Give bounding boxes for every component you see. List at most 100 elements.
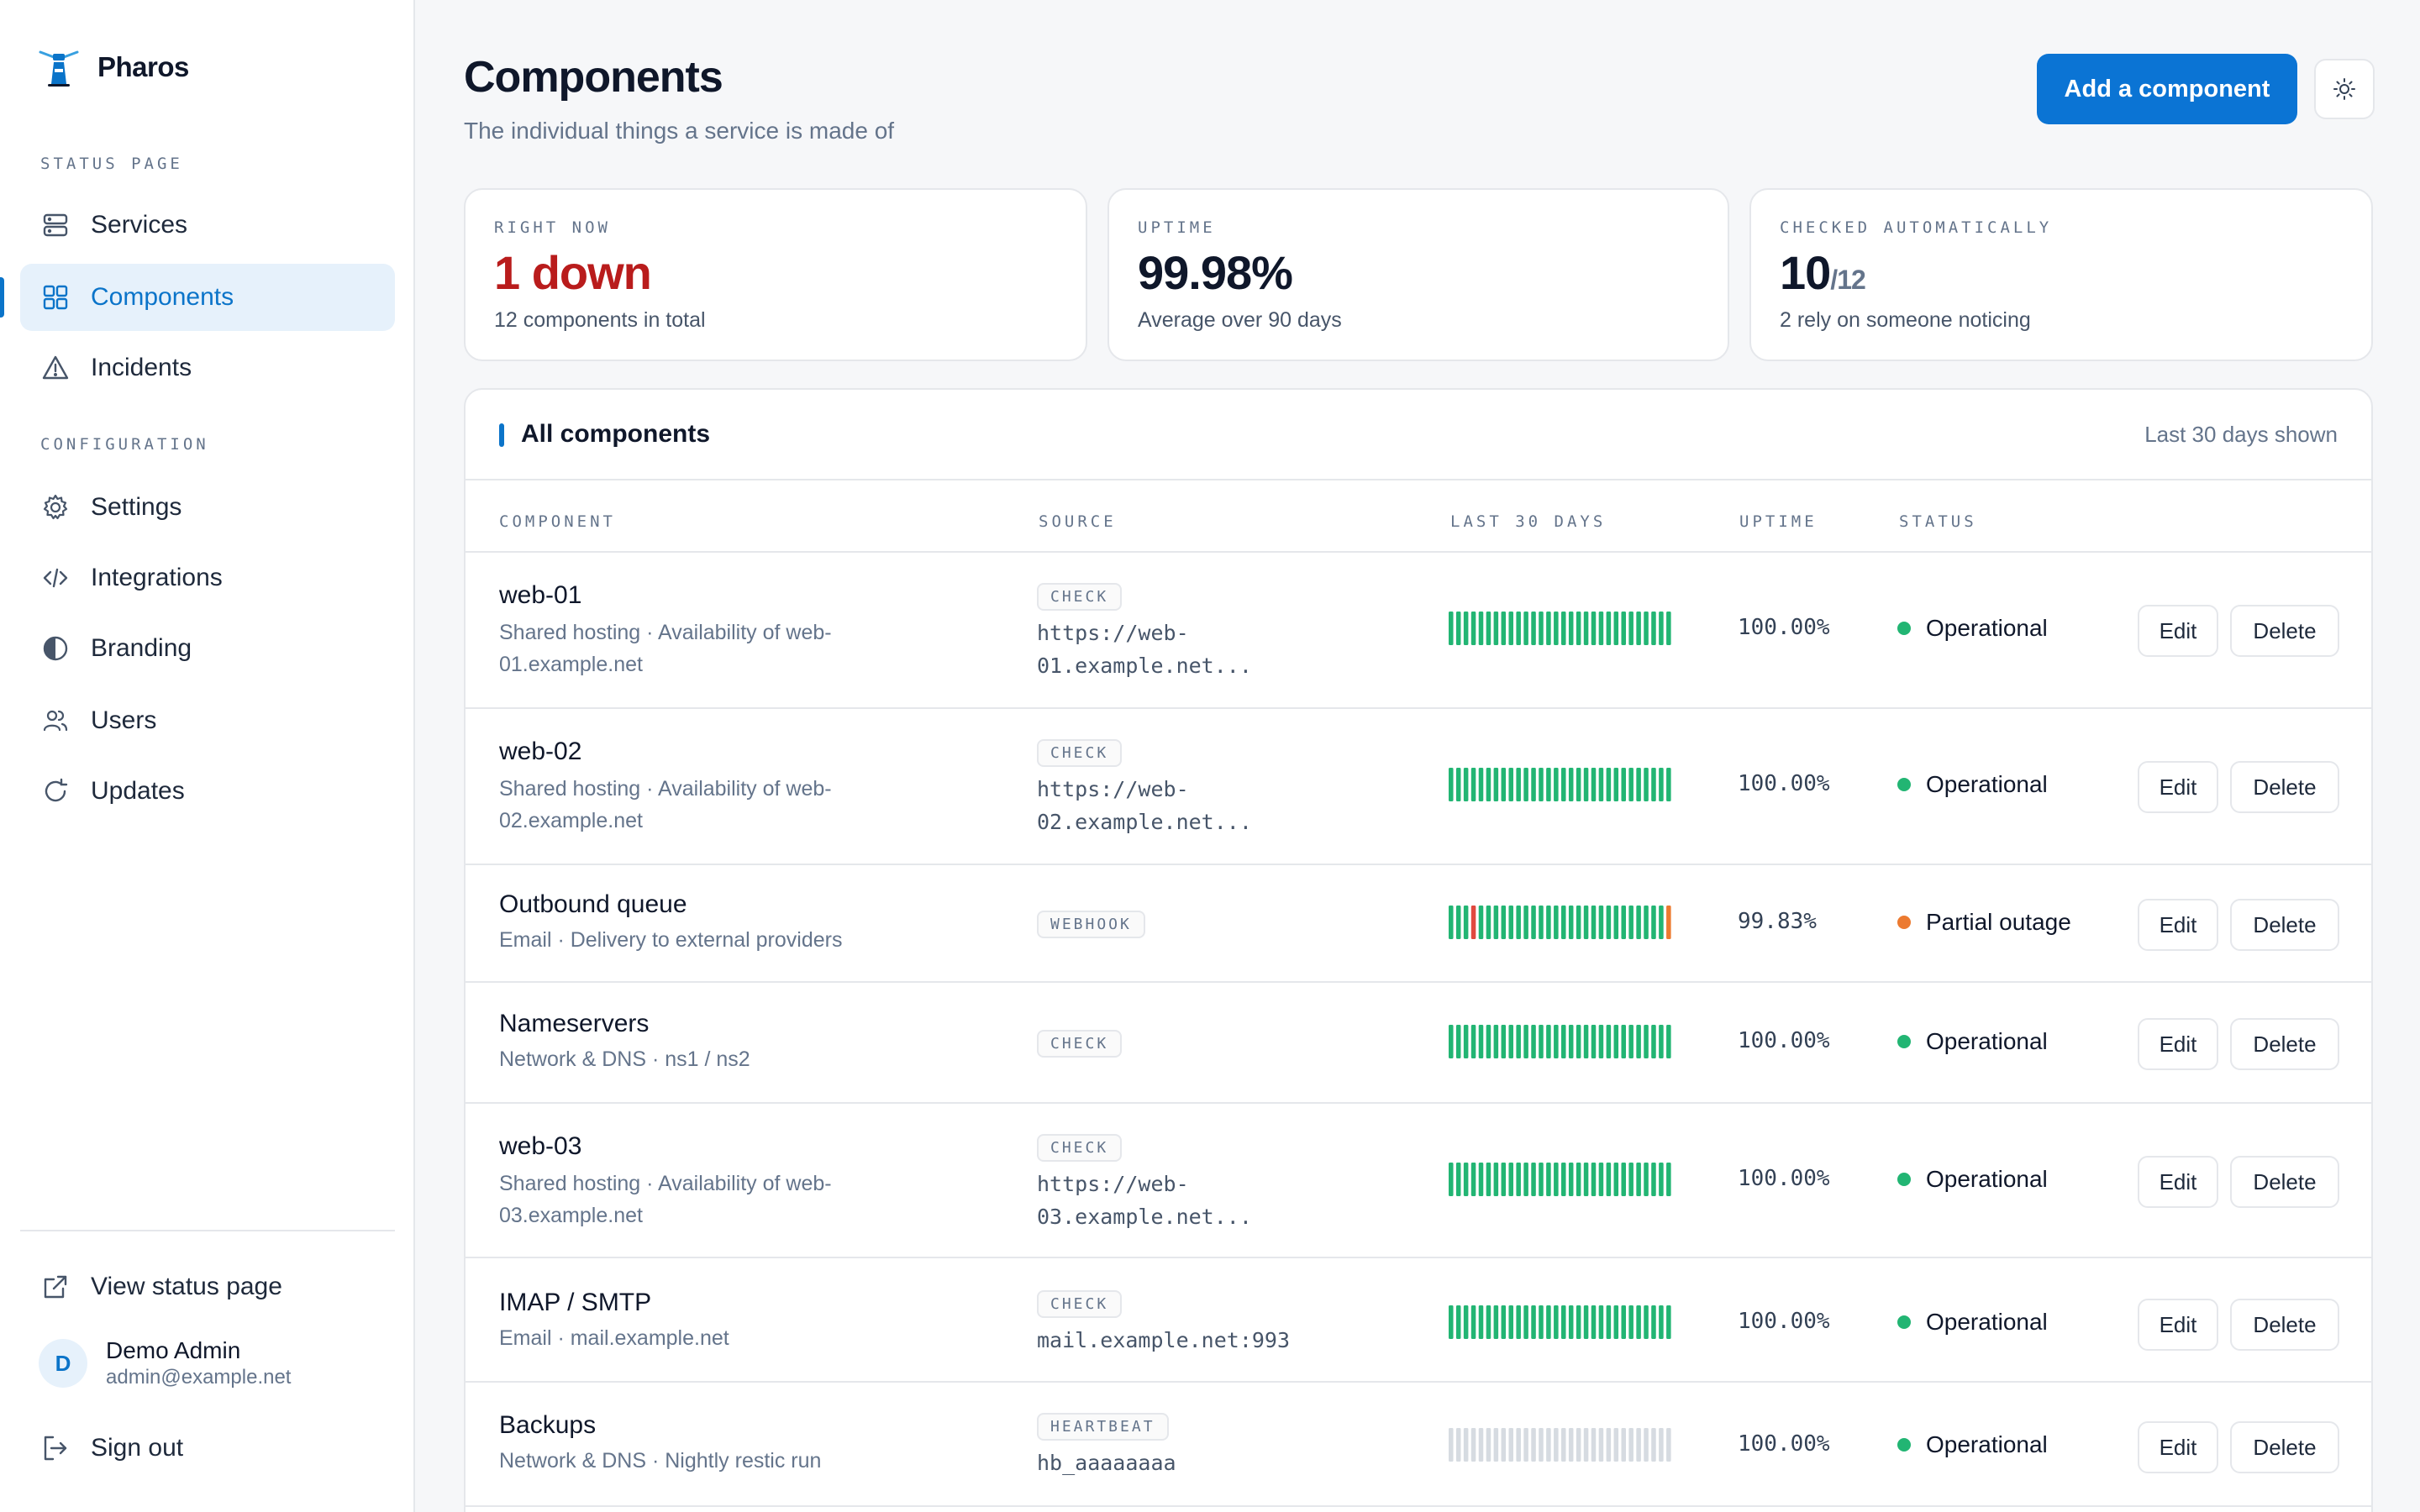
day-bar[interactable] xyxy=(1598,768,1604,801)
day-bar[interactable] xyxy=(1644,612,1649,645)
day-bar[interactable] xyxy=(1523,768,1528,801)
day-bar[interactable] xyxy=(1501,1305,1507,1339)
edit-button[interactable]: Edit xyxy=(2138,605,2218,657)
day-bar[interactable] xyxy=(1554,768,1559,801)
day-bar[interactable] xyxy=(1644,1428,1649,1462)
day-bar[interactable] xyxy=(1508,1305,1514,1339)
day-bar[interactable] xyxy=(1659,906,1664,939)
delete-button[interactable]: Delete xyxy=(2230,1018,2339,1070)
day-bar[interactable] xyxy=(1659,1163,1664,1196)
day-bar[interactable] xyxy=(1493,1025,1499,1058)
day-bar[interactable] xyxy=(1666,612,1671,645)
day-bar[interactable] xyxy=(1463,768,1469,801)
day-bar[interactable] xyxy=(1546,768,1551,801)
day-bar[interactable] xyxy=(1539,1428,1544,1462)
day-bar[interactable] xyxy=(1628,1428,1634,1462)
sidebar-item-updates[interactable]: Updates xyxy=(20,758,395,825)
day-bar[interactable] xyxy=(1554,1163,1559,1196)
day-bar[interactable] xyxy=(1470,612,1476,645)
day-bar[interactable] xyxy=(1449,1025,1454,1058)
day-bar[interactable] xyxy=(1531,906,1536,939)
day-bar[interactable] xyxy=(1659,612,1664,645)
day-bar[interactable] xyxy=(1523,1025,1528,1058)
table-row[interactable]: Outbound queue Email · Delivery to exter… xyxy=(466,864,2371,981)
day-bar[interactable] xyxy=(1486,906,1491,939)
day-bar[interactable] xyxy=(1659,1305,1664,1339)
day-bar[interactable] xyxy=(1561,1428,1566,1462)
day-bar[interactable] xyxy=(1598,1305,1604,1339)
edit-button[interactable]: Edit xyxy=(2138,1299,2218,1351)
day-bar[interactable] xyxy=(1644,1305,1649,1339)
day-bar[interactable] xyxy=(1651,1025,1656,1058)
day-bar[interactable] xyxy=(1591,1025,1597,1058)
day-bar[interactable] xyxy=(1651,612,1656,645)
day-bar[interactable] xyxy=(1455,1305,1461,1339)
day-bar[interactable] xyxy=(1561,1025,1566,1058)
day-bar[interactable] xyxy=(1591,612,1597,645)
view-status-page-link[interactable]: View status page xyxy=(20,1253,395,1320)
sidebar-item-components[interactable]: Components xyxy=(20,264,395,331)
day-bar[interactable] xyxy=(1516,1428,1521,1462)
day-bar[interactable] xyxy=(1606,768,1612,801)
day-bar[interactable] xyxy=(1583,1163,1589,1196)
day-bar[interactable] xyxy=(1621,612,1627,645)
day-bar[interactable] xyxy=(1539,612,1544,645)
day-bar[interactable] xyxy=(1493,1305,1499,1339)
day-bar[interactable] xyxy=(1613,768,1619,801)
day-bar[interactable] xyxy=(1561,1305,1566,1339)
day-bar[interactable] xyxy=(1455,1163,1461,1196)
day-bar[interactable] xyxy=(1598,906,1604,939)
day-bar[interactable] xyxy=(1666,1305,1671,1339)
user-profile[interactable]: D Demo Admin admin@example.net xyxy=(39,1337,291,1389)
day-bar[interactable] xyxy=(1546,1163,1551,1196)
day-bar[interactable] xyxy=(1539,1025,1544,1058)
day-bar[interactable] xyxy=(1651,1305,1656,1339)
day-bar[interactable] xyxy=(1539,768,1544,801)
sidebar-item-services[interactable]: Services xyxy=(20,192,395,259)
day-bar[interactable] xyxy=(1478,906,1484,939)
day-bar[interactable] xyxy=(1659,768,1664,801)
day-bar[interactable] xyxy=(1554,612,1559,645)
day-bar[interactable] xyxy=(1613,1305,1619,1339)
day-bar[interactable] xyxy=(1576,1428,1581,1462)
day-bar[interactable] xyxy=(1666,1163,1671,1196)
day-bar[interactable] xyxy=(1523,1163,1528,1196)
edit-button[interactable]: Edit xyxy=(2138,1421,2218,1473)
day-bar[interactable] xyxy=(1455,1025,1461,1058)
day-bar[interactable] xyxy=(1455,612,1461,645)
day-bar[interactable] xyxy=(1628,1305,1634,1339)
day-bar[interactable] xyxy=(1546,1428,1551,1462)
day-bar[interactable] xyxy=(1516,768,1521,801)
day-bar[interactable] xyxy=(1568,1428,1574,1462)
day-bar[interactable] xyxy=(1493,768,1499,801)
day-bar[interactable] xyxy=(1628,1025,1634,1058)
day-bar[interactable] xyxy=(1598,1428,1604,1462)
day-bar[interactable] xyxy=(1606,906,1612,939)
delete-button[interactable]: Delete xyxy=(2230,899,2339,951)
day-bar[interactable] xyxy=(1621,768,1627,801)
day-bar[interactable] xyxy=(1621,1428,1627,1462)
day-bar[interactable] xyxy=(1644,1025,1649,1058)
day-bar[interactable] xyxy=(1636,1163,1641,1196)
day-bar[interactable] xyxy=(1531,1025,1536,1058)
day-bar[interactable] xyxy=(1583,1305,1589,1339)
day-bar[interactable] xyxy=(1516,1163,1521,1196)
table-row[interactable]: IMAP / SMTP Email · mail.example.net CHE… xyxy=(466,1257,2371,1381)
day-bar[interactable] xyxy=(1606,1428,1612,1462)
day-bar[interactable] xyxy=(1659,1025,1664,1058)
day-bar[interactable] xyxy=(1606,612,1612,645)
day-bar[interactable] xyxy=(1666,768,1671,801)
day-bar[interactable] xyxy=(1554,1428,1559,1462)
edit-button[interactable]: Edit xyxy=(2138,761,2218,813)
day-bar[interactable] xyxy=(1576,1025,1581,1058)
day-bar[interactable] xyxy=(1576,1163,1581,1196)
day-bar[interactable] xyxy=(1613,612,1619,645)
day-bar[interactable] xyxy=(1516,612,1521,645)
delete-button[interactable]: Delete xyxy=(2230,605,2339,657)
day-bar[interactable] xyxy=(1531,1305,1536,1339)
day-bar[interactable] xyxy=(1463,612,1469,645)
day-bar[interactable] xyxy=(1651,1428,1656,1462)
day-bar[interactable] xyxy=(1539,906,1544,939)
day-bar[interactable] xyxy=(1546,1305,1551,1339)
day-bar[interactable] xyxy=(1598,1163,1604,1196)
